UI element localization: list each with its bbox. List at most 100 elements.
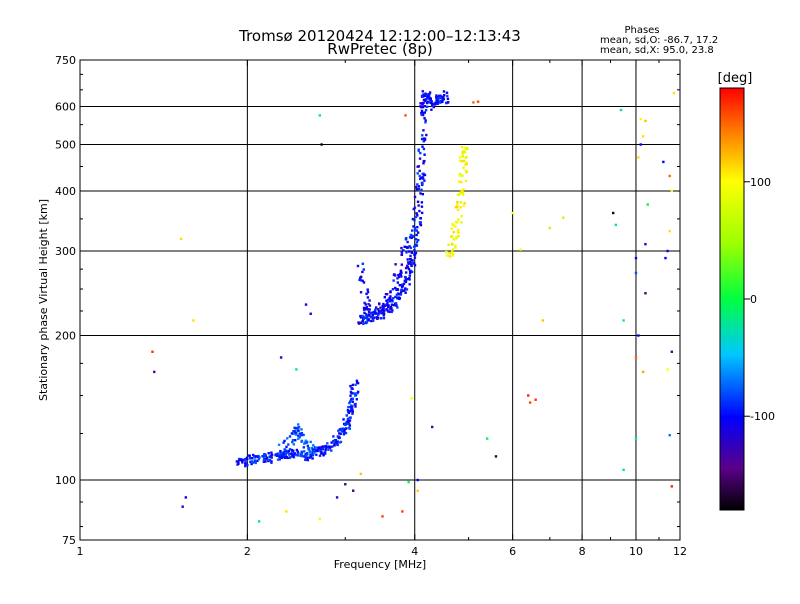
echo-point bbox=[391, 300, 394, 303]
echo-point bbox=[350, 397, 353, 401]
echo-point bbox=[377, 312, 380, 315]
echo-point bbox=[283, 456, 287, 459]
echo-point bbox=[422, 140, 425, 143]
echo-point bbox=[359, 275, 363, 279]
echo-point bbox=[445, 91, 449, 94]
echo-point bbox=[371, 319, 375, 323]
echo-point bbox=[528, 401, 532, 404]
echo-point bbox=[644, 292, 647, 295]
echo-point bbox=[287, 449, 291, 453]
echo-point bbox=[292, 432, 295, 436]
echo-point bbox=[283, 448, 287, 451]
echo-point bbox=[418, 157, 422, 160]
echo-point bbox=[413, 256, 417, 259]
echo-point bbox=[290, 448, 293, 452]
echo-point bbox=[359, 314, 362, 318]
echo-point bbox=[382, 316, 386, 320]
echo-point bbox=[429, 101, 433, 105]
x-tick-label: 10 bbox=[629, 545, 643, 558]
echo-point bbox=[434, 102, 437, 106]
echo-point bbox=[300, 431, 304, 435]
echo-point bbox=[391, 309, 394, 312]
echo-point bbox=[295, 368, 298, 371]
echo-point bbox=[244, 462, 247, 465]
echo-point bbox=[430, 425, 434, 429]
echo-point bbox=[297, 426, 300, 429]
echo-point bbox=[421, 172, 424, 176]
echo-point bbox=[408, 236, 412, 239]
echo-point bbox=[342, 433, 346, 436]
echo-point bbox=[312, 444, 315, 447]
echo-point bbox=[426, 97, 429, 100]
echo-point bbox=[348, 401, 351, 405]
echo-point bbox=[404, 114, 407, 117]
echo-point bbox=[456, 203, 459, 206]
echo-point bbox=[295, 433, 298, 436]
echo-point bbox=[451, 252, 455, 256]
echo-point bbox=[419, 151, 422, 155]
echo-point bbox=[344, 431, 348, 435]
echo-point bbox=[241, 461, 244, 464]
echo-point bbox=[392, 297, 395, 300]
echo-point bbox=[421, 134, 424, 137]
echo-point bbox=[330, 449, 333, 452]
echo-point bbox=[339, 432, 342, 436]
y-tick-label: 200 bbox=[55, 330, 76, 343]
echo-point bbox=[309, 453, 312, 456]
echo-point bbox=[425, 105, 429, 109]
echo-point bbox=[457, 218, 460, 221]
echo-point bbox=[406, 240, 409, 244]
echo-point bbox=[326, 442, 329, 445]
echo-point bbox=[408, 274, 412, 277]
echo-point bbox=[428, 91, 432, 94]
echo-point bbox=[432, 105, 435, 109]
echo-point bbox=[389, 290, 392, 293]
echo-point bbox=[308, 449, 311, 453]
echo-point bbox=[420, 201, 424, 204]
echo-point bbox=[427, 95, 430, 98]
echo-point bbox=[268, 458, 272, 462]
stats-x-line: mean, sd,X: 95.0, 23.8 bbox=[600, 45, 714, 56]
echo-point bbox=[439, 99, 442, 103]
echo-point bbox=[327, 448, 330, 451]
echo-point bbox=[464, 161, 468, 164]
colorbar-label: [deg] bbox=[718, 71, 753, 86]
echo-point bbox=[362, 268, 366, 271]
echo-point bbox=[459, 201, 463, 204]
echo-point bbox=[394, 295, 397, 299]
echo-point bbox=[458, 174, 461, 177]
echo-point bbox=[414, 251, 418, 255]
echo-point bbox=[463, 151, 467, 154]
echo-point bbox=[364, 303, 367, 306]
echo-point bbox=[370, 319, 373, 323]
echo-point bbox=[351, 392, 355, 395]
echo-point bbox=[450, 235, 453, 238]
echo-point bbox=[421, 112, 425, 115]
echo-point bbox=[419, 216, 422, 220]
echo-point bbox=[448, 255, 452, 258]
echo-point bbox=[398, 293, 401, 296]
echo-point bbox=[343, 430, 346, 433]
echo-point bbox=[376, 308, 380, 311]
echo-point bbox=[422, 98, 426, 102]
echo-point bbox=[262, 460, 266, 463]
echo-point bbox=[235, 460, 239, 463]
colorbar bbox=[719, 87, 745, 511]
echo-point bbox=[304, 458, 307, 462]
echo-point bbox=[409, 271, 412, 275]
echo-point bbox=[365, 314, 368, 318]
echo-point bbox=[420, 109, 424, 113]
echo-point bbox=[410, 264, 413, 268]
echo-point bbox=[414, 238, 418, 241]
echo-point bbox=[418, 169, 421, 173]
echo-point bbox=[421, 182, 424, 185]
echo-point bbox=[400, 275, 403, 278]
echo-point bbox=[393, 274, 397, 277]
echo-point bbox=[485, 437, 489, 440]
echo-point bbox=[332, 435, 335, 438]
echo-point bbox=[287, 453, 291, 456]
echo-point bbox=[416, 239, 420, 242]
echo-point bbox=[278, 458, 282, 461]
data-points bbox=[151, 90, 676, 523]
echo-point bbox=[262, 455, 265, 458]
